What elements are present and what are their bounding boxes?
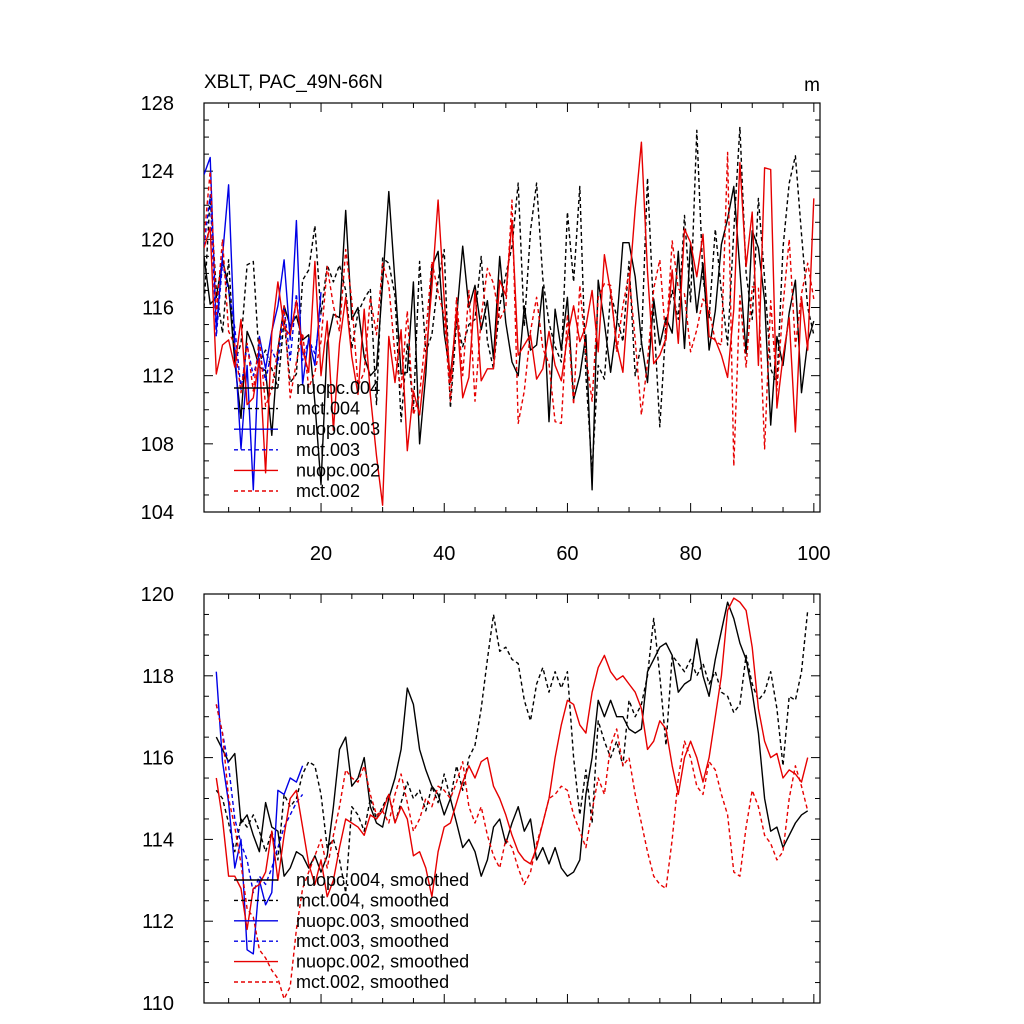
units-label: m bbox=[804, 75, 820, 96]
x-tick-label: 80 bbox=[680, 543, 702, 565]
legend-label: mct.004 bbox=[296, 399, 360, 419]
y-tick-label: 120 bbox=[141, 584, 174, 606]
legend-label: mct.002, smoothed bbox=[296, 972, 449, 992]
series-line-mct-003 bbox=[204, 194, 322, 390]
y-tick-label: 116 bbox=[142, 298, 174, 320]
legend-label: nuopc.002, smoothed bbox=[296, 952, 469, 972]
x-tick-label: 100 bbox=[797, 543, 830, 565]
y-tick-label: 116 bbox=[142, 748, 174, 770]
x-tick-label: 60 bbox=[556, 543, 578, 565]
y-tick-label: 124 bbox=[141, 161, 174, 183]
x-tick-label: 40 bbox=[433, 543, 455, 565]
series-line-mct-003-smoothed bbox=[215, 704, 304, 894]
series-line-mct-002-smoothed bbox=[215, 704, 809, 1000]
y-tick-label: 118 bbox=[142, 666, 174, 688]
y-tick-label: 128 bbox=[141, 93, 174, 115]
y-tick-label: 110 bbox=[142, 993, 174, 1015]
legend-label: mct.003, smoothed bbox=[296, 931, 449, 951]
legend-label: mct.003 bbox=[296, 440, 360, 460]
legend-label: nuopc.003, smoothed bbox=[296, 911, 469, 931]
series-line-nuopc-002-smoothed bbox=[215, 597, 809, 931]
y-tick-label: 114 bbox=[142, 829, 174, 851]
series-line-nuopc-003-smoothed bbox=[215, 671, 304, 955]
x-tick-label: 20 bbox=[310, 543, 332, 565]
chart-title: XBLT, PAC_49N-66N bbox=[204, 72, 383, 93]
series-line-nuopc-003 bbox=[204, 156, 322, 491]
series-line-nuopc-004 bbox=[204, 185, 815, 491]
legend-label: nuopc.002 bbox=[296, 460, 380, 480]
y-tick-label: 112 bbox=[142, 911, 174, 933]
top-panel-xblt: 104 108 112 116 120 124 128 20 40 60 80 100 XBLT, PA… bbox=[141, 72, 831, 565]
series-line-mct-002 bbox=[204, 151, 815, 467]
legend-label: nuopc.003 bbox=[296, 419, 380, 439]
y-tick-label: 108 bbox=[141, 434, 174, 456]
legend-label: mct.002 bbox=[296, 481, 360, 501]
series-line-nuopc-002 bbox=[204, 141, 815, 506]
y-tick-label: 120 bbox=[141, 229, 174, 251]
legend-label: mct.004, smoothed bbox=[296, 890, 449, 910]
y-tick-label: 104 bbox=[141, 502, 174, 524]
series-line-mct-004-smoothed bbox=[215, 610, 809, 894]
legend-label: nuopc.004, smoothed bbox=[296, 870, 469, 890]
series-line-nuopc-004-smoothed bbox=[215, 601, 809, 877]
y-tick-label: 112 bbox=[142, 366, 174, 388]
legend-label: nuopc.004 bbox=[296, 378, 380, 398]
